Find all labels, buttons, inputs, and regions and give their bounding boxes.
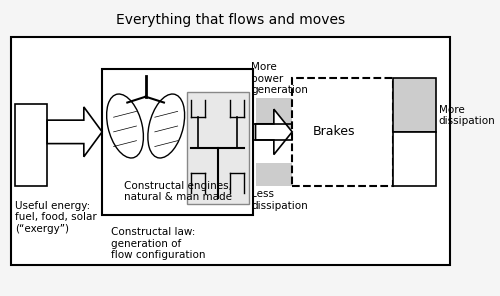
Text: Brakes: Brakes [313, 126, 356, 138]
Bar [256, 163, 292, 186]
Text: Constructal engines,
natural & man made: Constructal engines, natural & man made [124, 181, 232, 202]
Polygon shape [256, 109, 292, 155]
Ellipse shape [106, 94, 144, 158]
Text: Useful energy:
fuel, food, solar
(“exergy”): Useful energy: fuel, food, solar (“exerg… [15, 201, 97, 234]
Text: More
power
generation: More power generation [251, 62, 308, 95]
Text: More
dissipation: More dissipation [438, 105, 496, 126]
Bar [393, 132, 436, 186]
Text: Less
dissipation: Less dissipation [251, 189, 308, 211]
Polygon shape [47, 107, 102, 157]
Bar [15, 104, 47, 186]
Bar [187, 92, 248, 204]
Bar [102, 69, 253, 215]
Bar [292, 78, 393, 186]
Text: Constructal law:
generation of
flow configuration: Constructal law: generation of flow conf… [112, 227, 206, 260]
Bar [393, 78, 436, 132]
Bar [10, 37, 450, 265]
Bar [256, 98, 292, 132]
Text: Everything that flows and moves: Everything that flows and moves [116, 13, 345, 28]
Ellipse shape [148, 94, 184, 158]
